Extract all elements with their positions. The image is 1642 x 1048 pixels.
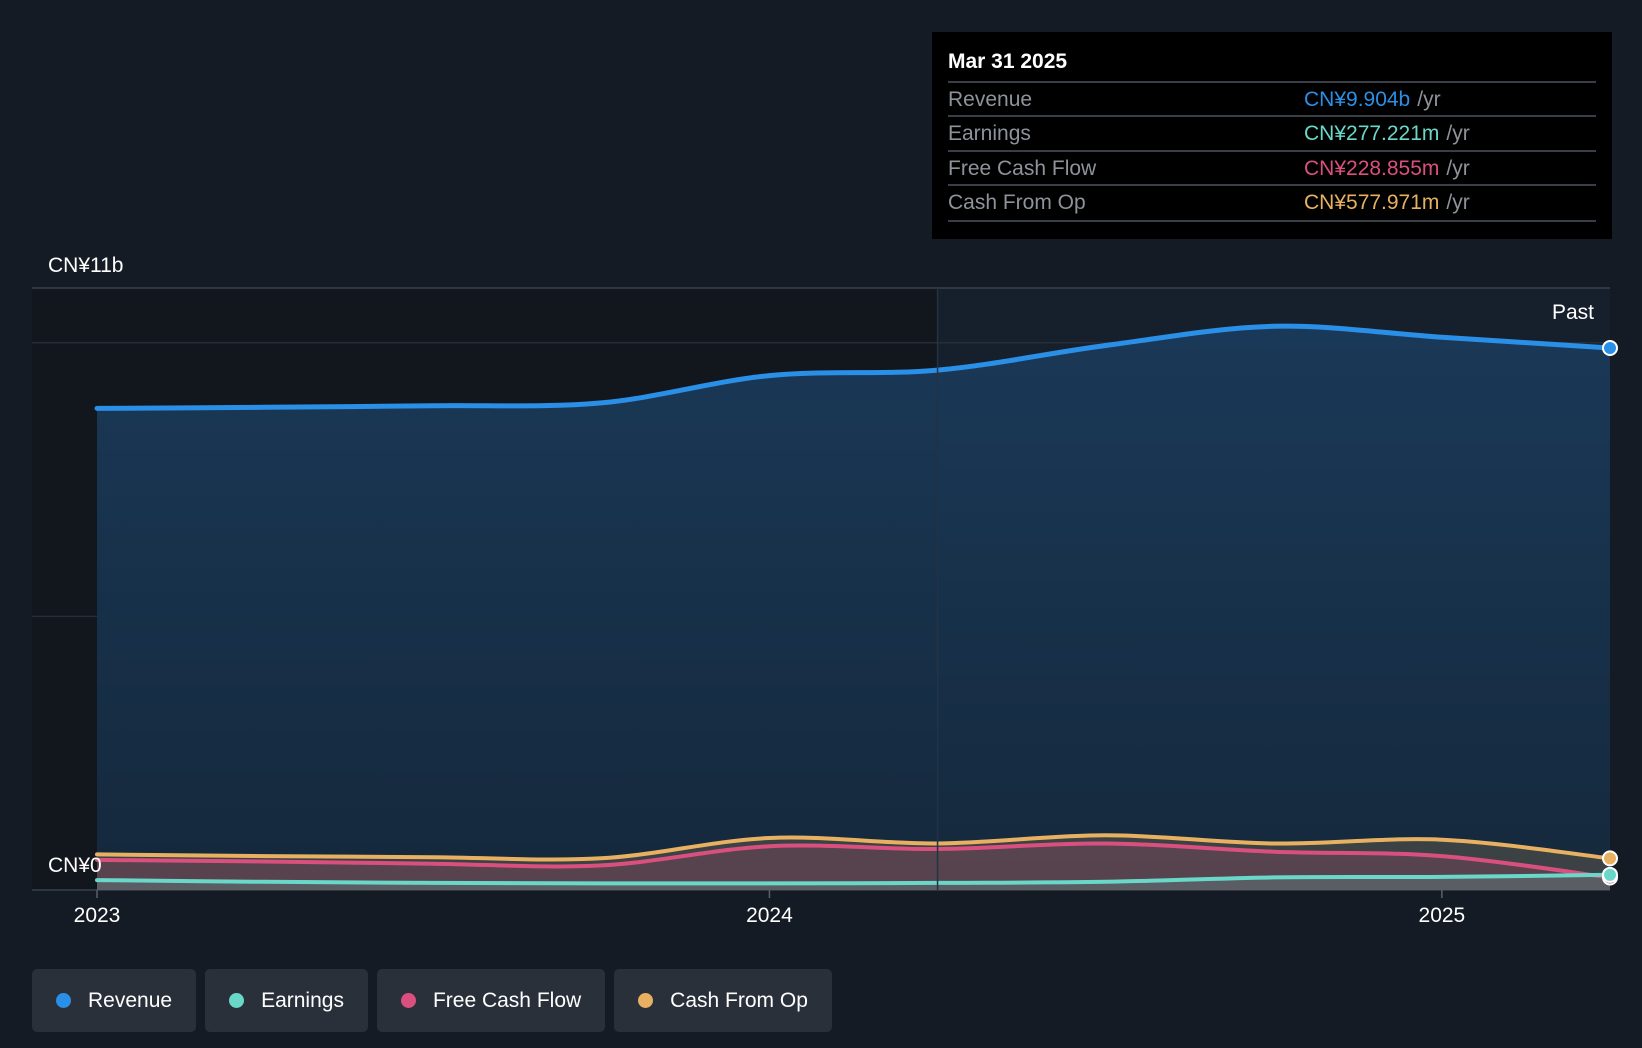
tooltip-label: Cash From Op [948, 191, 1086, 214]
cash-from-op-dot-icon [638, 993, 654, 1008]
legend-label: Free Cash Flow [432, 988, 582, 1012]
tooltip-row-revenue: Revenue CN¥9.904b/yr [948, 81, 1596, 117]
x-axis: 2023 2024 2025 [74, 890, 1466, 927]
legend-item-free-cash-flow[interactable]: Free Cash Flow [376, 969, 606, 1032]
x-tick-label: 2024 [746, 904, 793, 927]
revenue-dot-icon [56, 993, 71, 1008]
series-lines [94, 323, 1613, 886]
cash-from-op-endpoint [1602, 850, 1618, 867]
x-tick-label: 2023 [74, 904, 121, 927]
tooltip-unit: /yr [1417, 88, 1441, 111]
tooltip-label: Earnings [948, 122, 1031, 145]
earnings-line [95, 872, 1612, 886]
revenue-area [97, 326, 1610, 890]
tooltip-value: CN¥228.855m [1304, 157, 1440, 180]
legend-label: Earnings [261, 988, 344, 1012]
x-tick-label: 2025 [1419, 904, 1466, 927]
y-axis-bottom-label: CN¥0 [48, 854, 102, 877]
revenue-line [94, 323, 1613, 411]
tooltip: Mar 31 2025 Revenue CN¥9.904b/yr Earning… [932, 32, 1612, 239]
series-endpoints [1602, 339, 1618, 886]
tooltip-row-earnings: Earnings CN¥277.221m/yr [948, 115, 1596, 151]
free-cash-flow-dot-icon [400, 993, 416, 1008]
tooltip-row-free-cash-flow: Free Cash Flow CN¥228.855m/yr [948, 150, 1596, 186]
tooltip-row-cash-from-op: Cash From Op CN¥577.971m/yr [948, 184, 1596, 222]
legend-item-revenue[interactable]: Revenue [32, 969, 197, 1032]
tooltip-value: CN¥9.904b [1304, 88, 1411, 111]
earnings-dot-icon [229, 993, 245, 1008]
tooltip-unit: /yr [1446, 122, 1470, 145]
tooltip-value: CN¥277.221m [1304, 122, 1440, 145]
series-areas [97, 326, 1610, 890]
legend-item-cash-from-op[interactable]: Cash From Op [614, 969, 832, 1032]
tooltip-unit: /yr [1446, 157, 1470, 180]
tooltip-value: CN¥577.971m [1304, 191, 1440, 214]
cash-from-op-line [95, 833, 1612, 862]
tooltip-unit: /yr [1446, 191, 1470, 214]
past-label: Past [1552, 301, 1594, 324]
tooltip-date: Mar 31 2025 [948, 50, 1068, 73]
legend-item-earnings[interactable]: Earnings [205, 969, 368, 1032]
y-axis-top-label: CN¥11b [48, 254, 124, 277]
tooltip-label: Revenue [948, 88, 1033, 111]
free-cash-flow-line [95, 841, 1612, 880]
tooltip-label: Free Cash Flow [948, 157, 1097, 180]
earnings-endpoint [1602, 866, 1618, 883]
legend: Revenue Earnings Free Cash Flow Cash Fro… [32, 969, 832, 1032]
legend-label: Cash From Op [670, 988, 808, 1012]
revenue-endpoint [1602, 339, 1618, 356]
legend-label: Revenue [88, 988, 173, 1012]
